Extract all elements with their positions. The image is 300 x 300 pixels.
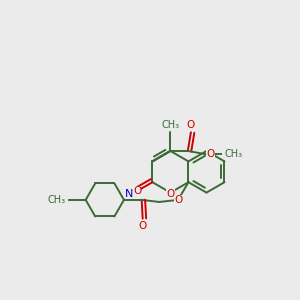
Text: O: O — [166, 189, 175, 199]
Text: CH₃: CH₃ — [161, 120, 179, 130]
Text: CH₃: CH₃ — [224, 149, 242, 159]
Text: N: N — [125, 189, 133, 199]
Text: CH₃: CH₃ — [48, 195, 66, 205]
Text: O: O — [187, 120, 195, 130]
Text: O: O — [139, 220, 147, 231]
Text: O: O — [174, 195, 182, 205]
Text: O: O — [206, 149, 215, 159]
Text: O: O — [133, 186, 141, 196]
